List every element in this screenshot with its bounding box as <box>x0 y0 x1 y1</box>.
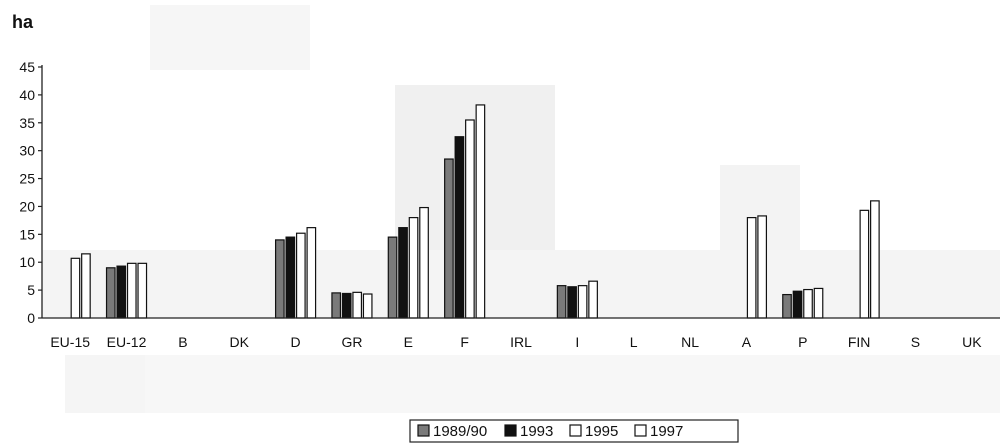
bar <box>419 206 429 319</box>
y-tick-label: 30 <box>19 143 35 159</box>
y-tick-label: 10 <box>19 254 35 270</box>
x-tick-label: EU-15 <box>50 334 90 350</box>
bar <box>274 239 285 319</box>
x-tick-label: FIN <box>848 334 871 350</box>
bar <box>362 293 373 319</box>
x-tick-label: L <box>630 334 638 350</box>
x-tick-label: S <box>911 334 920 350</box>
bar <box>81 253 91 319</box>
shade-block <box>65 355 145 413</box>
bar <box>444 158 454 319</box>
x-tick-label: F <box>460 334 469 350</box>
shade-block <box>395 85 555 250</box>
x-tick-label: B <box>178 334 187 350</box>
bar <box>341 292 352 319</box>
legend-swatch <box>569 424 582 437</box>
bars <box>70 104 880 319</box>
x-tick-label: P <box>798 334 807 350</box>
y-tick-label: 45 <box>19 59 35 75</box>
legend-swatch <box>504 424 517 437</box>
bar <box>387 236 398 319</box>
x-tick-label: IRL <box>510 334 532 350</box>
bar <box>116 265 127 319</box>
legend-label: 1995 <box>585 423 618 440</box>
bar <box>285 236 296 319</box>
legend: 1989/90 1993 1995 1997 <box>409 419 739 443</box>
bar <box>137 262 148 319</box>
x-tick-label: A <box>742 334 752 350</box>
bar <box>408 217 419 319</box>
bar <box>465 119 475 319</box>
bar <box>813 287 824 319</box>
bar <box>295 232 306 319</box>
shade-block <box>42 250 1000 318</box>
bar <box>331 292 342 319</box>
y-axis: 0 5 10 15 20 25 30 35 40 45 <box>19 59 43 326</box>
bar <box>792 290 803 319</box>
bar <box>126 262 137 319</box>
bar <box>105 267 116 319</box>
bar <box>70 257 81 319</box>
bar <box>859 209 870 319</box>
bar <box>352 291 363 319</box>
x-tick-label: DK <box>230 334 250 350</box>
bar <box>746 217 757 319</box>
y-unit-label: ha <box>12 12 34 32</box>
bar <box>398 227 408 319</box>
x-tick-label: UK <box>962 334 982 350</box>
shade-block <box>145 355 1000 413</box>
bar <box>588 280 598 319</box>
legend-label: 1993 <box>520 423 553 440</box>
legend-label: 1997 <box>650 423 683 440</box>
y-tick-label: 35 <box>19 115 35 131</box>
x-tick-label: E <box>404 334 413 350</box>
y-tick-label: 15 <box>19 226 35 242</box>
y-tick-label: 20 <box>19 198 35 214</box>
x-tick-label: NL <box>681 334 699 350</box>
legend-swatch <box>634 424 647 437</box>
bar <box>803 288 813 319</box>
y-tick-label: 0 <box>27 310 35 326</box>
bar <box>757 215 768 319</box>
y-tick-label: 5 <box>27 282 35 298</box>
scan-shading <box>42 5 1000 413</box>
bar <box>454 136 465 319</box>
x-tick-label: D <box>291 334 301 350</box>
legend-label: 1989/90 <box>433 423 487 440</box>
bar <box>306 227 317 319</box>
bar <box>870 200 880 319</box>
x-axis: EU-15 EU-12 B DK D GR E F IRL I L NL A P FIN S UK <box>42 317 1000 350</box>
x-tick-label: GR <box>341 334 362 350</box>
bar <box>782 293 792 319</box>
x-tick-label: I <box>575 334 579 350</box>
bar <box>475 104 486 319</box>
legend-swatch <box>417 424 430 437</box>
bar <box>556 285 567 319</box>
y-tick-label: 25 <box>19 171 35 187</box>
bar <box>577 285 588 319</box>
y-tick-label: 40 <box>19 87 35 103</box>
bar <box>567 286 577 319</box>
shade-block <box>150 5 310 70</box>
x-tick-label: EU-12 <box>107 334 147 350</box>
